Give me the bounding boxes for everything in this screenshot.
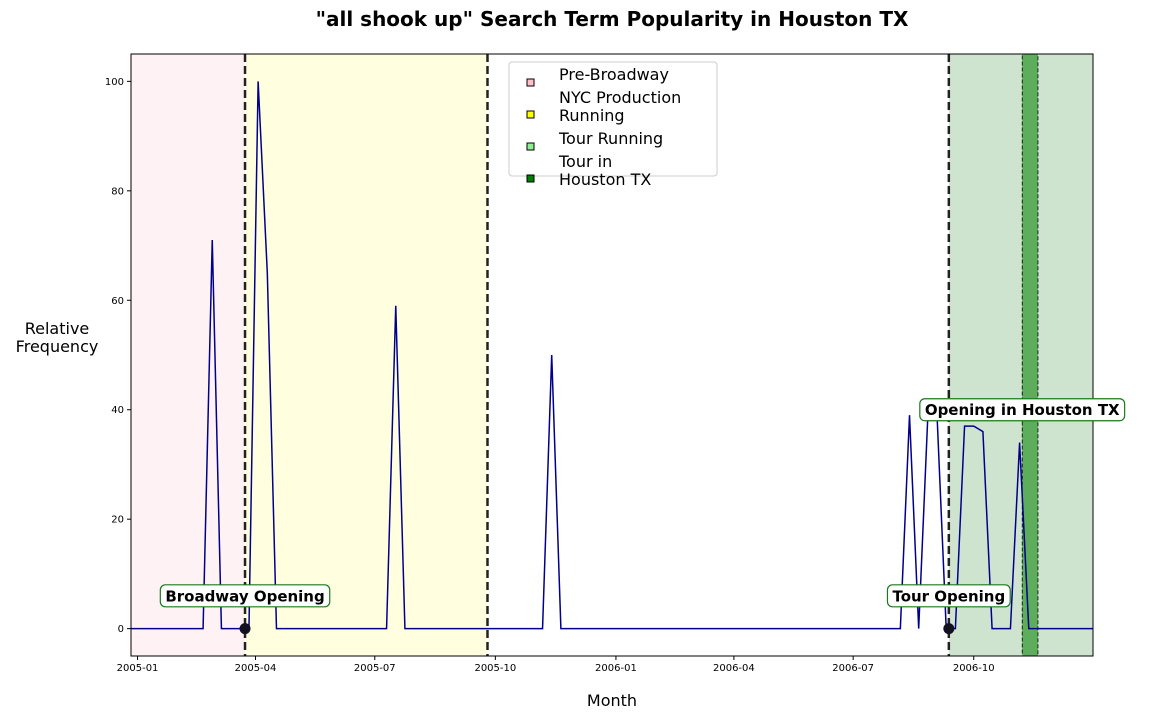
legend-swatch [526,78,535,87]
annotation-text: Tour Opening [892,587,1005,605]
legend-label: NYC Production Running [559,88,681,125]
x-tick-label: 2006-07 [832,663,874,674]
legend-swatch [526,142,535,151]
legend-label: Tour Running [558,129,663,148]
legend-entry-2: Tour Running [526,129,663,151]
region-3 [1021,53,1039,657]
x-tick-label: 2005-04 [235,663,277,674]
x-tick-label: 2005-10 [474,663,516,674]
y-tick-label: 100 [105,77,124,88]
y-axis-label: Relative Frequency [16,319,99,356]
y-tick-label: 0 [118,624,124,635]
y-axis-label-line: Frequency [16,337,99,356]
legend-label: Pre-Broadway [559,65,669,84]
annotation-1: Tour Opening [886,584,1011,608]
plot-frame [130,53,1094,657]
annotation-box [919,398,1126,422]
legend-entry-3: Tour in Houston TX [526,152,651,189]
y-tick-label: 80 [111,186,124,197]
x-axis-ticks: 2005-01 2005-04 2005-07 2005-10 2006-01 2006-… [117,656,995,674]
legend-swatch [526,110,535,119]
legend-label: Tour in Houston TX [558,152,651,189]
annotation-text: Broadway Opening [165,587,324,605]
x-axis-label: Month [587,691,637,710]
region-2 [948,54,1093,656]
y-tick-label: 60 [111,296,124,307]
y-tick-label: 20 [111,515,124,526]
x-tick-label: 2006-10 [953,663,995,674]
event-marker-0 [239,623,251,635]
chart-title: "all shook up" Search Term Popularity in… [316,7,909,31]
event-lines [243,54,951,656]
annotation-0: Broadway Opening [159,584,331,608]
x-tick-label: 2005-07 [354,663,396,674]
region-1 [245,54,488,656]
y-tick-label: 40 [111,405,124,416]
x-tick-label: 2006-04 [713,663,755,674]
y-axis-ticks: 0 20 40 60 80 100 [105,77,131,635]
region-0 [131,54,246,656]
annotation-box [159,584,331,608]
annotation-box [886,584,1011,608]
legend: Pre-Broadway NYC Production Running Tour Ru… [508,61,718,189]
legend-entry-0: Pre-Broadway [526,65,669,87]
x-tick-label: 2005-01 [117,663,159,674]
legend-entry-1: NYC Production Running [526,88,681,125]
annotation-text: Opening in Houston TX [925,401,1120,419]
shaded-regions [131,53,1093,657]
event-marker-1 [943,623,955,635]
y-axis-label-line: Relative [25,319,90,338]
x-tick-label: 2006-01 [595,663,637,674]
annotation-2: Opening in Houston TX [919,398,1126,422]
legend-box [508,61,718,177]
legend-swatch [526,174,535,183]
event-markers [239,623,955,635]
annotations: Broadway Opening Tour Opening Opening in H… [159,398,1126,608]
